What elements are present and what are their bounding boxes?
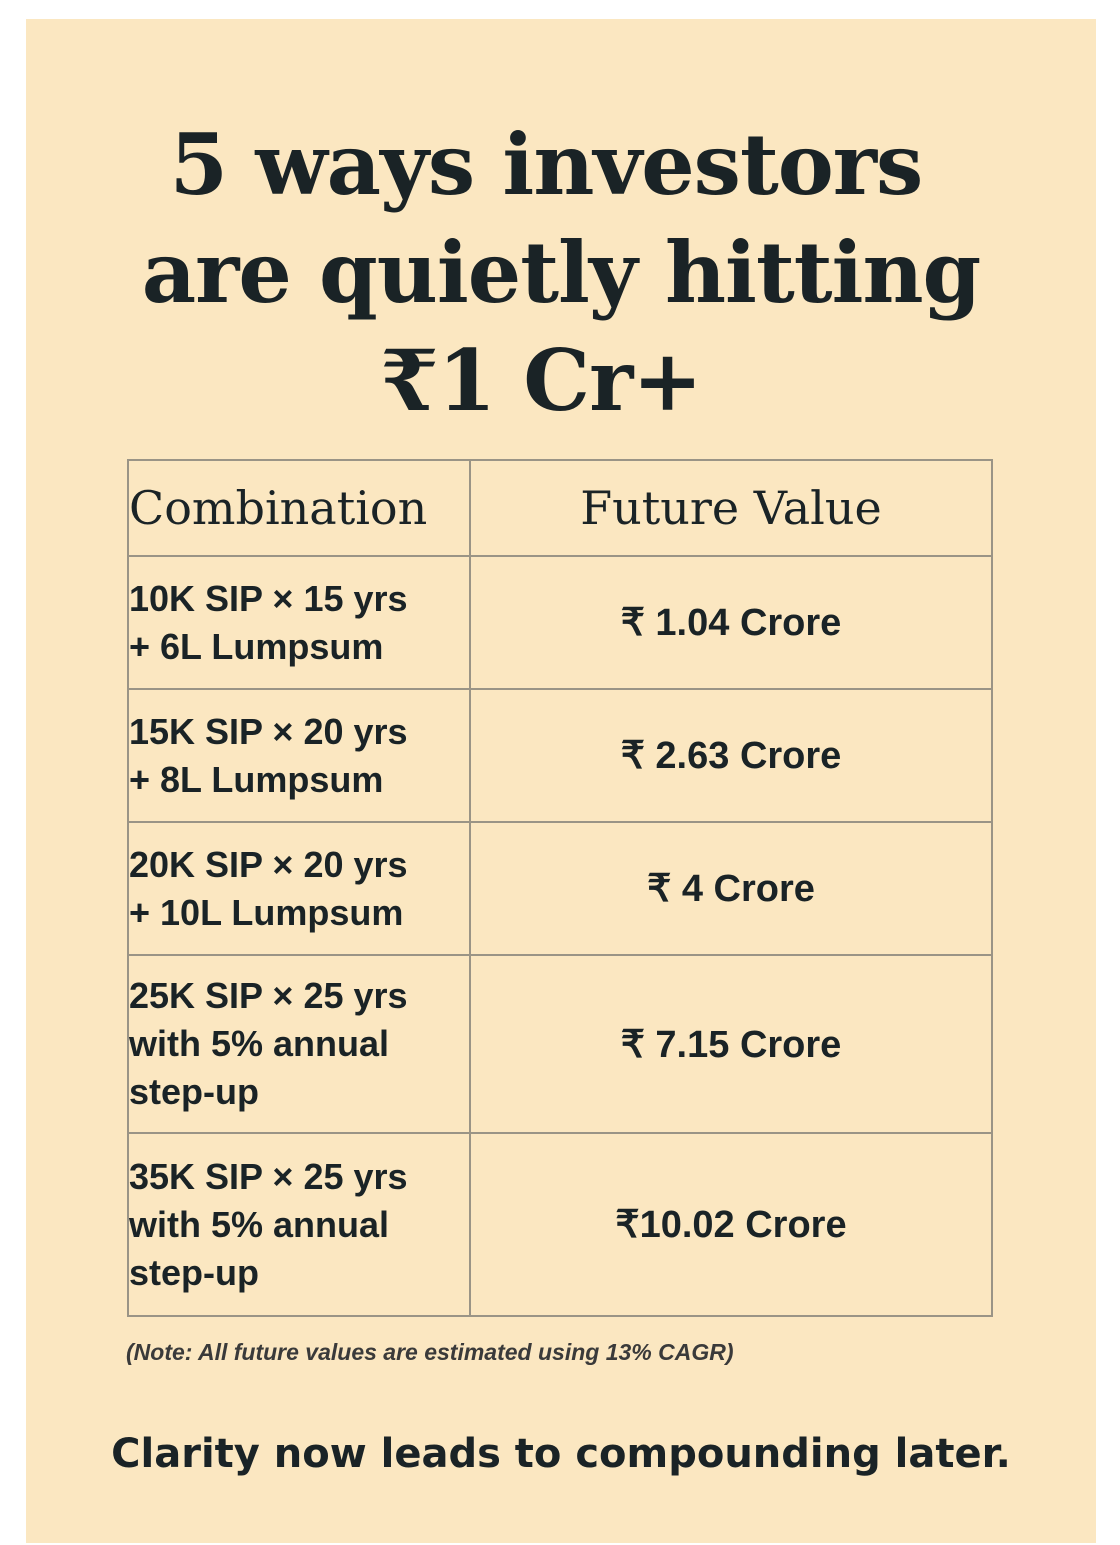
page-title: 5 ways investors are quietly hitting ₹1 … — [26, 111, 1096, 435]
combination-line: step-up — [129, 1071, 259, 1112]
combination-line: + 10L Lumpsum — [129, 891, 404, 933]
combination-cell: 20K SIP × 20 yrs + 10L Lumpsum — [127, 821, 471, 956]
combination-cell: 35K SIP × 25 yrs with 5% annual step-up — [127, 1132, 471, 1317]
combination-line: with 5% annual — [129, 1203, 390, 1245]
combination-line: 25K SIP × 25 yrs — [129, 975, 408, 1016]
table-row: 20K SIP × 20 yrs + 10L Lumpsum ₹ 4 Crore — [127, 821, 993, 956]
combination-cell: 25K SIP × 25 yrs with 5% annual step-up — [127, 954, 471, 1134]
combination-table: Combination Future Value 10K SIP × 15 yr… — [127, 459, 993, 1317]
title-line-1: 5 ways investors — [169, 115, 924, 214]
table-row: 10K SIP × 15 yrs + 6L Lumpsum ₹ 1.04 Cro… — [127, 555, 993, 690]
future-value-cell: ₹10.02 Crore — [469, 1132, 993, 1317]
future-value-cell: ₹ 1.04 Crore — [469, 555, 993, 690]
future-value-cell: ₹ 4 Crore — [469, 821, 993, 956]
cagr-note: (Note: All future values are estimated u… — [126, 1339, 734, 1365]
tagline: Clarity now leads to compounding later. — [111, 1431, 1011, 1477]
title-line-3: ₹1 Cr+ — [380, 331, 703, 430]
table-header-row: Combination Future Value — [127, 459, 993, 557]
header-combination: Combination — [127, 459, 471, 557]
combination-line: 10K SIP × 15 yrs — [129, 577, 408, 619]
title-line-2: are quietly hitting — [141, 223, 982, 322]
future-value-cell: ₹ 7.15 Crore — [469, 954, 993, 1134]
combination-cell: 15K SIP × 20 yrs + 8L Lumpsum — [127, 688, 471, 823]
future-value-cell: ₹ 2.63 Crore — [469, 688, 993, 823]
combination-line: + 6L Lumpsum — [129, 625, 384, 667]
combination-line: 20K SIP × 20 yrs — [129, 843, 408, 885]
combination-line: with 5% annual — [129, 1023, 390, 1064]
combination-line: step-up — [129, 1251, 259, 1293]
table-row: 35K SIP × 25 yrs with 5% annual step-up … — [127, 1132, 993, 1317]
table-row: 15K SIP × 20 yrs + 8L Lumpsum ₹ 2.63 Cro… — [127, 688, 993, 823]
combination-cell: 10K SIP × 15 yrs + 6L Lumpsum — [127, 555, 471, 690]
combination-line: 15K SIP × 20 yrs — [129, 710, 408, 752]
header-future-value: Future Value — [469, 459, 993, 557]
combination-line: + 8L Lumpsum — [129, 758, 384, 800]
poster: 5 ways investors are quietly hitting ₹1 … — [26, 19, 1096, 1543]
combination-line: 35K SIP × 25 yrs — [129, 1155, 408, 1197]
table-row: 25K SIP × 25 yrs with 5% annual step-up … — [127, 954, 993, 1134]
